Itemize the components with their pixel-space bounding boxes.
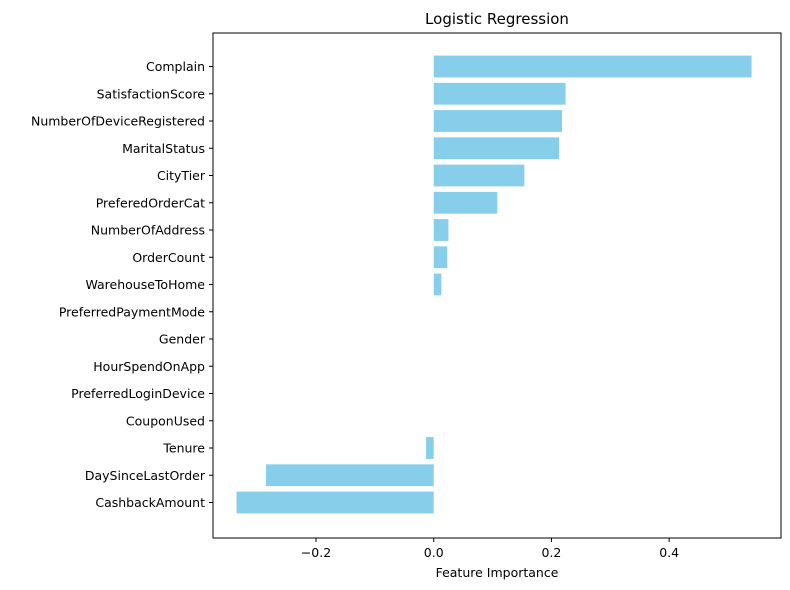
chart-title: Logistic Regression	[425, 10, 569, 28]
bar	[433, 82, 566, 105]
bar	[433, 219, 449, 241]
x-tick-label: 0.2	[542, 545, 562, 560]
y-tick-label: Gender	[159, 332, 206, 347]
bar	[265, 464, 434, 487]
x-ticks: −0.2 0.0 0.2 0.4	[301, 538, 679, 560]
bar	[433, 246, 448, 269]
y-tick-label: MaritalStatus	[122, 141, 205, 156]
y-tick-labels: Complain SatisfactionScore NumberOfDeviceR…	[31, 59, 213, 510]
bar	[433, 191, 498, 214]
y-tick-label: NumberOfAddress	[91, 223, 205, 238]
x-tick-label: 0.4	[659, 545, 679, 560]
x-axis-label: Feature Importance	[436, 565, 559, 580]
bar	[236, 491, 434, 514]
bar	[433, 273, 442, 296]
y-tick-label: CashbackAmount	[95, 495, 205, 510]
y-tick-label: PreferredLoginDevice	[71, 386, 205, 401]
y-tick-label: NumberOfDeviceRegistered	[31, 114, 205, 129]
bar	[426, 437, 434, 459]
y-tick-label: PreferredPaymentMode	[59, 304, 205, 319]
y-tick-label: Tenure	[162, 441, 205, 456]
y-tick-label: OrderCount	[132, 250, 205, 265]
bar	[433, 110, 563, 132]
bar	[433, 137, 560, 160]
y-tick-label: PreferedOrderCat	[96, 195, 205, 210]
plot-frame	[212, 32, 782, 539]
y-tick-label: Complain	[146, 59, 205, 74]
y-tick-label: CouponUsed	[126, 413, 205, 428]
bar	[433, 164, 525, 187]
y-tick-label: SatisfactionScore	[97, 86, 206, 101]
y-tick-label: HourSpendOnApp	[93, 359, 205, 374]
x-tick-label: −0.2	[301, 545, 331, 560]
bar	[433, 55, 752, 78]
y-tick-label: DaySinceLastOrder	[85, 468, 206, 483]
x-tick-label: 0.0	[424, 545, 444, 560]
y-tick-label: WarehouseToHome	[85, 277, 205, 292]
y-tick-label: CityTier	[157, 168, 206, 183]
bars-group	[236, 55, 752, 514]
